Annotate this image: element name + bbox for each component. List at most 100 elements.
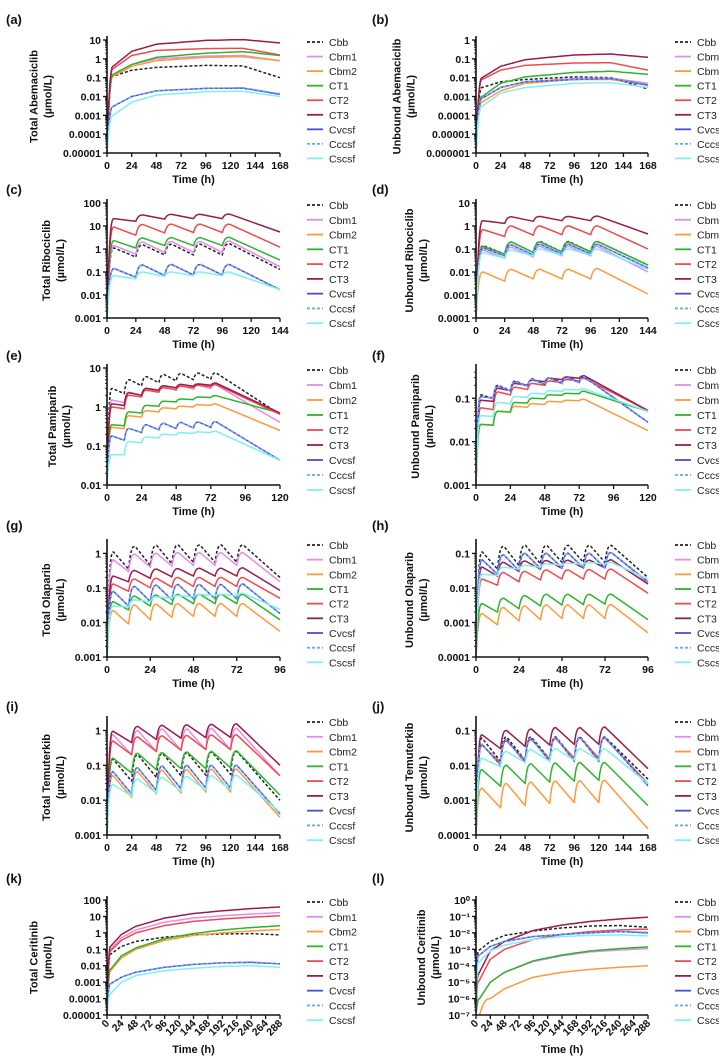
y-tick-label: 0.1 <box>455 548 470 560</box>
series-line-cscsf <box>476 388 649 485</box>
x-tick-label: 24 <box>513 664 525 676</box>
series-line-cscsf <box>476 747 649 835</box>
y-axis-title: Unbound Pamiparib <box>410 374 422 479</box>
x-tick-label: 96 <box>608 492 620 504</box>
series-line-ct3 <box>476 53 649 153</box>
y-tick-label: 0.0001 <box>69 994 101 1006</box>
x-tick-label: 96 <box>568 842 580 854</box>
panel-e: (e) 0.01 0.1 1 10 0 24 48 72 96 120 Time (h) Total P… <box>6 348 357 518</box>
legend-label-cvcsf: Cvcsf <box>697 628 719 640</box>
y-tick-label: 0.001 <box>444 92 470 104</box>
panel-label: (h) <box>372 518 389 533</box>
series-group <box>476 215 649 318</box>
series-group <box>476 53 649 153</box>
x-tick-label: 96 <box>274 664 286 676</box>
series-line-ct2 <box>107 576 281 657</box>
legend-label-cbm2: Cbm2 <box>697 747 719 759</box>
legend-label-cbm1: Cbm1 <box>329 380 357 392</box>
legend-label-cbb: Cbb <box>329 365 348 377</box>
y-tick-label: 0.001 <box>444 480 470 492</box>
legend-label-cbm2: Cbm2 <box>697 66 719 78</box>
x-tick-label: 48 <box>151 842 163 854</box>
series-line-ct1 <box>476 946 649 1015</box>
series-line-ct1 <box>107 236 281 318</box>
y-axis-title: Unbound Abemaciclib <box>391 38 403 154</box>
legend-label-cbm1: Cbm1 <box>697 732 719 744</box>
y-tick-label: 0.001 <box>75 313 101 325</box>
series-line-ct2 <box>476 377 649 485</box>
series-line-cscsf <box>476 248 649 318</box>
legend-label-ct3: CT3 <box>697 274 717 286</box>
y-tick-label: 0.001 <box>444 617 470 629</box>
x-tick-label: 24 <box>126 842 138 854</box>
legend-label-ct1: CT1 <box>329 410 349 422</box>
x-tick-label: 120 <box>590 842 608 854</box>
y-axis-title: Total Temuterkib <box>41 734 53 821</box>
legend-label-ct3: CT3 <box>697 110 717 122</box>
series-line-ct1 <box>107 750 281 835</box>
legend: Cbb Cbm1 Cbm2 CT1 CT2 CT3 Cvcsf Cccsf Cscsf <box>307 717 357 847</box>
series-line-cbm2 <box>476 267 649 318</box>
y-tick-label: 1 <box>95 725 101 737</box>
series-line-cbm2 <box>476 779 649 835</box>
legend-label-ct1: CT1 <box>697 81 717 93</box>
series-group <box>476 375 649 485</box>
series-line-cscsf <box>107 592 281 657</box>
legend-label-ct3: CT3 <box>329 613 349 625</box>
y-tick-label: 0.01 <box>81 480 102 492</box>
legend-label-cbb: Cbb <box>329 37 348 49</box>
legend-label-cbm2: Cbm2 <box>697 569 719 581</box>
legend-label-cbm1: Cbm1 <box>329 912 357 924</box>
y-tick-label: 0.01 <box>450 73 471 85</box>
y-axis-unit: (µmol/L) <box>43 936 55 979</box>
legend-label-cbm2: Cbm2 <box>329 569 357 581</box>
legend-label-ct2: CT2 <box>697 259 717 271</box>
series-group <box>107 906 281 1015</box>
series-line-cvcsf <box>107 87 281 153</box>
legend-label-cbm2: Cbm2 <box>329 230 357 242</box>
x-tick-label: 96 <box>240 492 252 504</box>
series-line-cvcsf <box>107 420 281 485</box>
y-axis-title: Total Ribociclib <box>41 220 53 301</box>
series-line-ct1 <box>107 50 281 153</box>
legend-label-ct1: CT1 <box>697 761 717 773</box>
panel-c: (c) 0.001 0.01 0.1 1 10 100 0 24 48 72 96 120 144 Time… <box>6 182 357 351</box>
x-tick-label: 48 <box>159 325 171 337</box>
series-line-cccsf <box>107 420 281 485</box>
panel-label: (d) <box>372 182 389 197</box>
legend-label-cccsf: Cccsf <box>697 139 719 151</box>
y-axis-title: Total Olaparib <box>41 563 53 636</box>
series-line-cccsf <box>476 376 649 485</box>
y-tick-label: 0.0001 <box>69 129 101 141</box>
y-axis-unit: (µmol/L) <box>418 239 430 282</box>
x-tick-label: 96 <box>200 842 212 854</box>
x-tick-label: 144 <box>639 325 657 337</box>
x-tick-label: 144 <box>615 160 633 172</box>
legend-label-cccsf: Cccsf <box>329 643 355 655</box>
x-tick-label: 72 <box>573 492 585 504</box>
y-tick-label: 10⁻⁵ <box>448 977 470 989</box>
series-line-cccsf <box>107 87 281 153</box>
x-tick-label: 48 <box>519 160 531 172</box>
series-line-ct3 <box>107 38 281 153</box>
series-line-cbm2 <box>476 78 649 153</box>
legend-label-cscsf: Cscsf <box>697 153 719 165</box>
legend: Cbb Cbm1 Cbm2 CT1 CT2 CT3 Cvcsf Cccsf Cscsf <box>675 897 719 1027</box>
y-tick-label: 0.001 <box>75 110 101 122</box>
legend-label-cvcsf: Cvcsf <box>697 289 719 301</box>
legend-label-cbm2: Cbm2 <box>697 230 719 242</box>
x-tick-label: 48 <box>188 664 200 676</box>
y-axis-unit: (µmol/L) <box>55 578 67 621</box>
legend-label-cbm1: Cbm1 <box>697 215 719 227</box>
y-tick-label: 10⁻² <box>449 928 470 940</box>
series-line-ct2 <box>476 225 649 318</box>
x-tick-label: 0 <box>473 160 479 172</box>
y-axis-unit: (µmol/L) <box>418 578 430 621</box>
legend-label-cbm1: Cbm1 <box>329 732 357 744</box>
legend-label-cccsf: Cccsf <box>329 1000 355 1012</box>
panel-l: (l)10⁻⁷10⁻⁶10⁻⁵10⁻⁴10⁻³10⁻²10⁻¹10⁰024487… <box>372 871 719 1056</box>
series-line-ct1 <box>107 593 281 657</box>
series-line-cbb <box>107 64 281 153</box>
legend-label-cbm2: Cbm2 <box>697 927 719 939</box>
y-tick-label: 0.1 <box>86 441 101 453</box>
